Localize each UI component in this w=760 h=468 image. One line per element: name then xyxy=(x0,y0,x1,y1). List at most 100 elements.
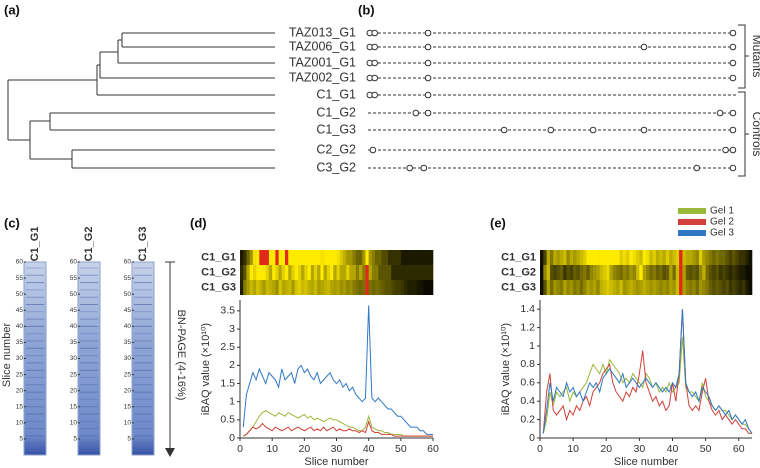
y-tick-label: 45 xyxy=(124,307,132,314)
heat-cell xyxy=(426,280,431,295)
heat-cell xyxy=(546,265,551,280)
x-tick-label: 60 xyxy=(733,443,745,455)
heat-cell xyxy=(429,265,434,280)
heat-cell xyxy=(297,280,302,295)
heat-cell xyxy=(323,280,328,295)
heat-cell xyxy=(675,250,680,265)
heat-cell xyxy=(252,250,257,265)
heat-cell xyxy=(246,265,250,280)
heat-cell xyxy=(540,250,544,265)
heat-cell xyxy=(725,265,730,280)
heat-cell xyxy=(669,250,673,265)
y-tick-label: 0.6 xyxy=(520,377,535,389)
heat-cell xyxy=(246,250,250,265)
heat-cell xyxy=(699,250,703,265)
heat-cell xyxy=(636,265,640,280)
leaf-label: C2_G2 xyxy=(316,142,356,156)
heat-cell xyxy=(349,265,353,280)
heat-cell xyxy=(609,280,614,295)
heat-cell xyxy=(368,265,373,280)
heat-cell xyxy=(689,250,693,265)
heat-cell xyxy=(352,250,357,265)
heat-cell xyxy=(735,265,740,280)
heat-cell xyxy=(612,280,617,295)
legend-swatch xyxy=(678,219,706,225)
heat-cell xyxy=(423,280,427,295)
heat-cell xyxy=(622,280,627,295)
heat-cell xyxy=(416,250,421,265)
x-tick-label: 20 xyxy=(298,443,310,455)
gel-lane xyxy=(131,261,155,456)
heat-cell xyxy=(323,265,328,280)
heat-cell xyxy=(626,265,630,280)
heat-cell xyxy=(682,280,687,295)
heat-cell xyxy=(359,280,363,295)
heat-cell xyxy=(275,280,279,295)
heat-cell xyxy=(336,280,341,295)
y-tick-label: 45 xyxy=(70,307,78,314)
y-tick-label: 60 xyxy=(70,259,78,266)
heat-cell xyxy=(265,250,270,265)
heat-cell xyxy=(622,250,627,265)
heat-cell xyxy=(304,250,308,265)
series-label: C1_G3 xyxy=(201,281,236,293)
x-tick-label: 30 xyxy=(634,443,646,455)
heat-cell xyxy=(326,265,331,280)
peak xyxy=(371,29,379,37)
heat-cell xyxy=(371,265,376,280)
heat-cell xyxy=(249,280,254,295)
y-tick-label: 15 xyxy=(16,403,24,410)
heat-cell xyxy=(642,280,647,295)
heat-cell xyxy=(695,250,700,265)
heat-cell xyxy=(333,280,337,295)
panel-label: (b) xyxy=(358,2,375,17)
heat-cell xyxy=(423,265,427,280)
y-tick-label: 50 xyxy=(16,291,24,298)
heat-cell xyxy=(543,280,547,295)
heat-cell xyxy=(629,250,634,265)
heat-cell xyxy=(718,250,723,265)
legend-swatch xyxy=(678,208,706,214)
heat-cell xyxy=(569,280,574,295)
heat-cell xyxy=(371,280,376,295)
heat-cell xyxy=(559,280,564,295)
heat-cell xyxy=(619,265,624,280)
heat-cell xyxy=(708,250,713,265)
heat-cell xyxy=(712,250,716,265)
y-tick-label: 55 xyxy=(16,275,24,282)
heat-cell xyxy=(272,265,276,280)
x-tick-label: 20 xyxy=(600,443,612,455)
heat-cell xyxy=(285,265,289,280)
leaf-label: TAZ001_G1 xyxy=(289,55,356,69)
heat-cell xyxy=(689,280,693,295)
heat-cell xyxy=(381,250,386,265)
heat-cell xyxy=(679,250,683,265)
y-tick-label: 25 xyxy=(70,371,78,378)
heat-cell xyxy=(685,265,690,280)
heat-cell xyxy=(416,265,421,280)
heat-cell xyxy=(294,250,299,265)
heat-cell xyxy=(400,280,405,295)
heat-cell xyxy=(553,250,557,265)
heat-cell xyxy=(728,265,733,280)
heat-cell xyxy=(291,280,295,295)
heat-cell xyxy=(301,280,305,295)
y-tick-label: 55 xyxy=(124,275,132,282)
heat-cell xyxy=(672,280,677,295)
heat-cell xyxy=(672,265,677,280)
heat-cell xyxy=(722,250,726,265)
gel-label: C1_G2 xyxy=(83,227,95,262)
heat-cell xyxy=(426,250,431,265)
heat-cell xyxy=(662,250,667,265)
heat-cell xyxy=(387,280,392,295)
heat-cell xyxy=(659,265,663,280)
x-tick-label: 0 xyxy=(537,443,543,455)
peak xyxy=(729,126,737,134)
heat-cell xyxy=(330,250,334,265)
peak xyxy=(406,164,414,172)
heat-cell xyxy=(553,280,557,295)
heat-cell xyxy=(291,250,295,265)
heat-cell xyxy=(355,280,360,295)
heat-cell xyxy=(259,265,263,280)
heat-cell xyxy=(649,265,653,280)
